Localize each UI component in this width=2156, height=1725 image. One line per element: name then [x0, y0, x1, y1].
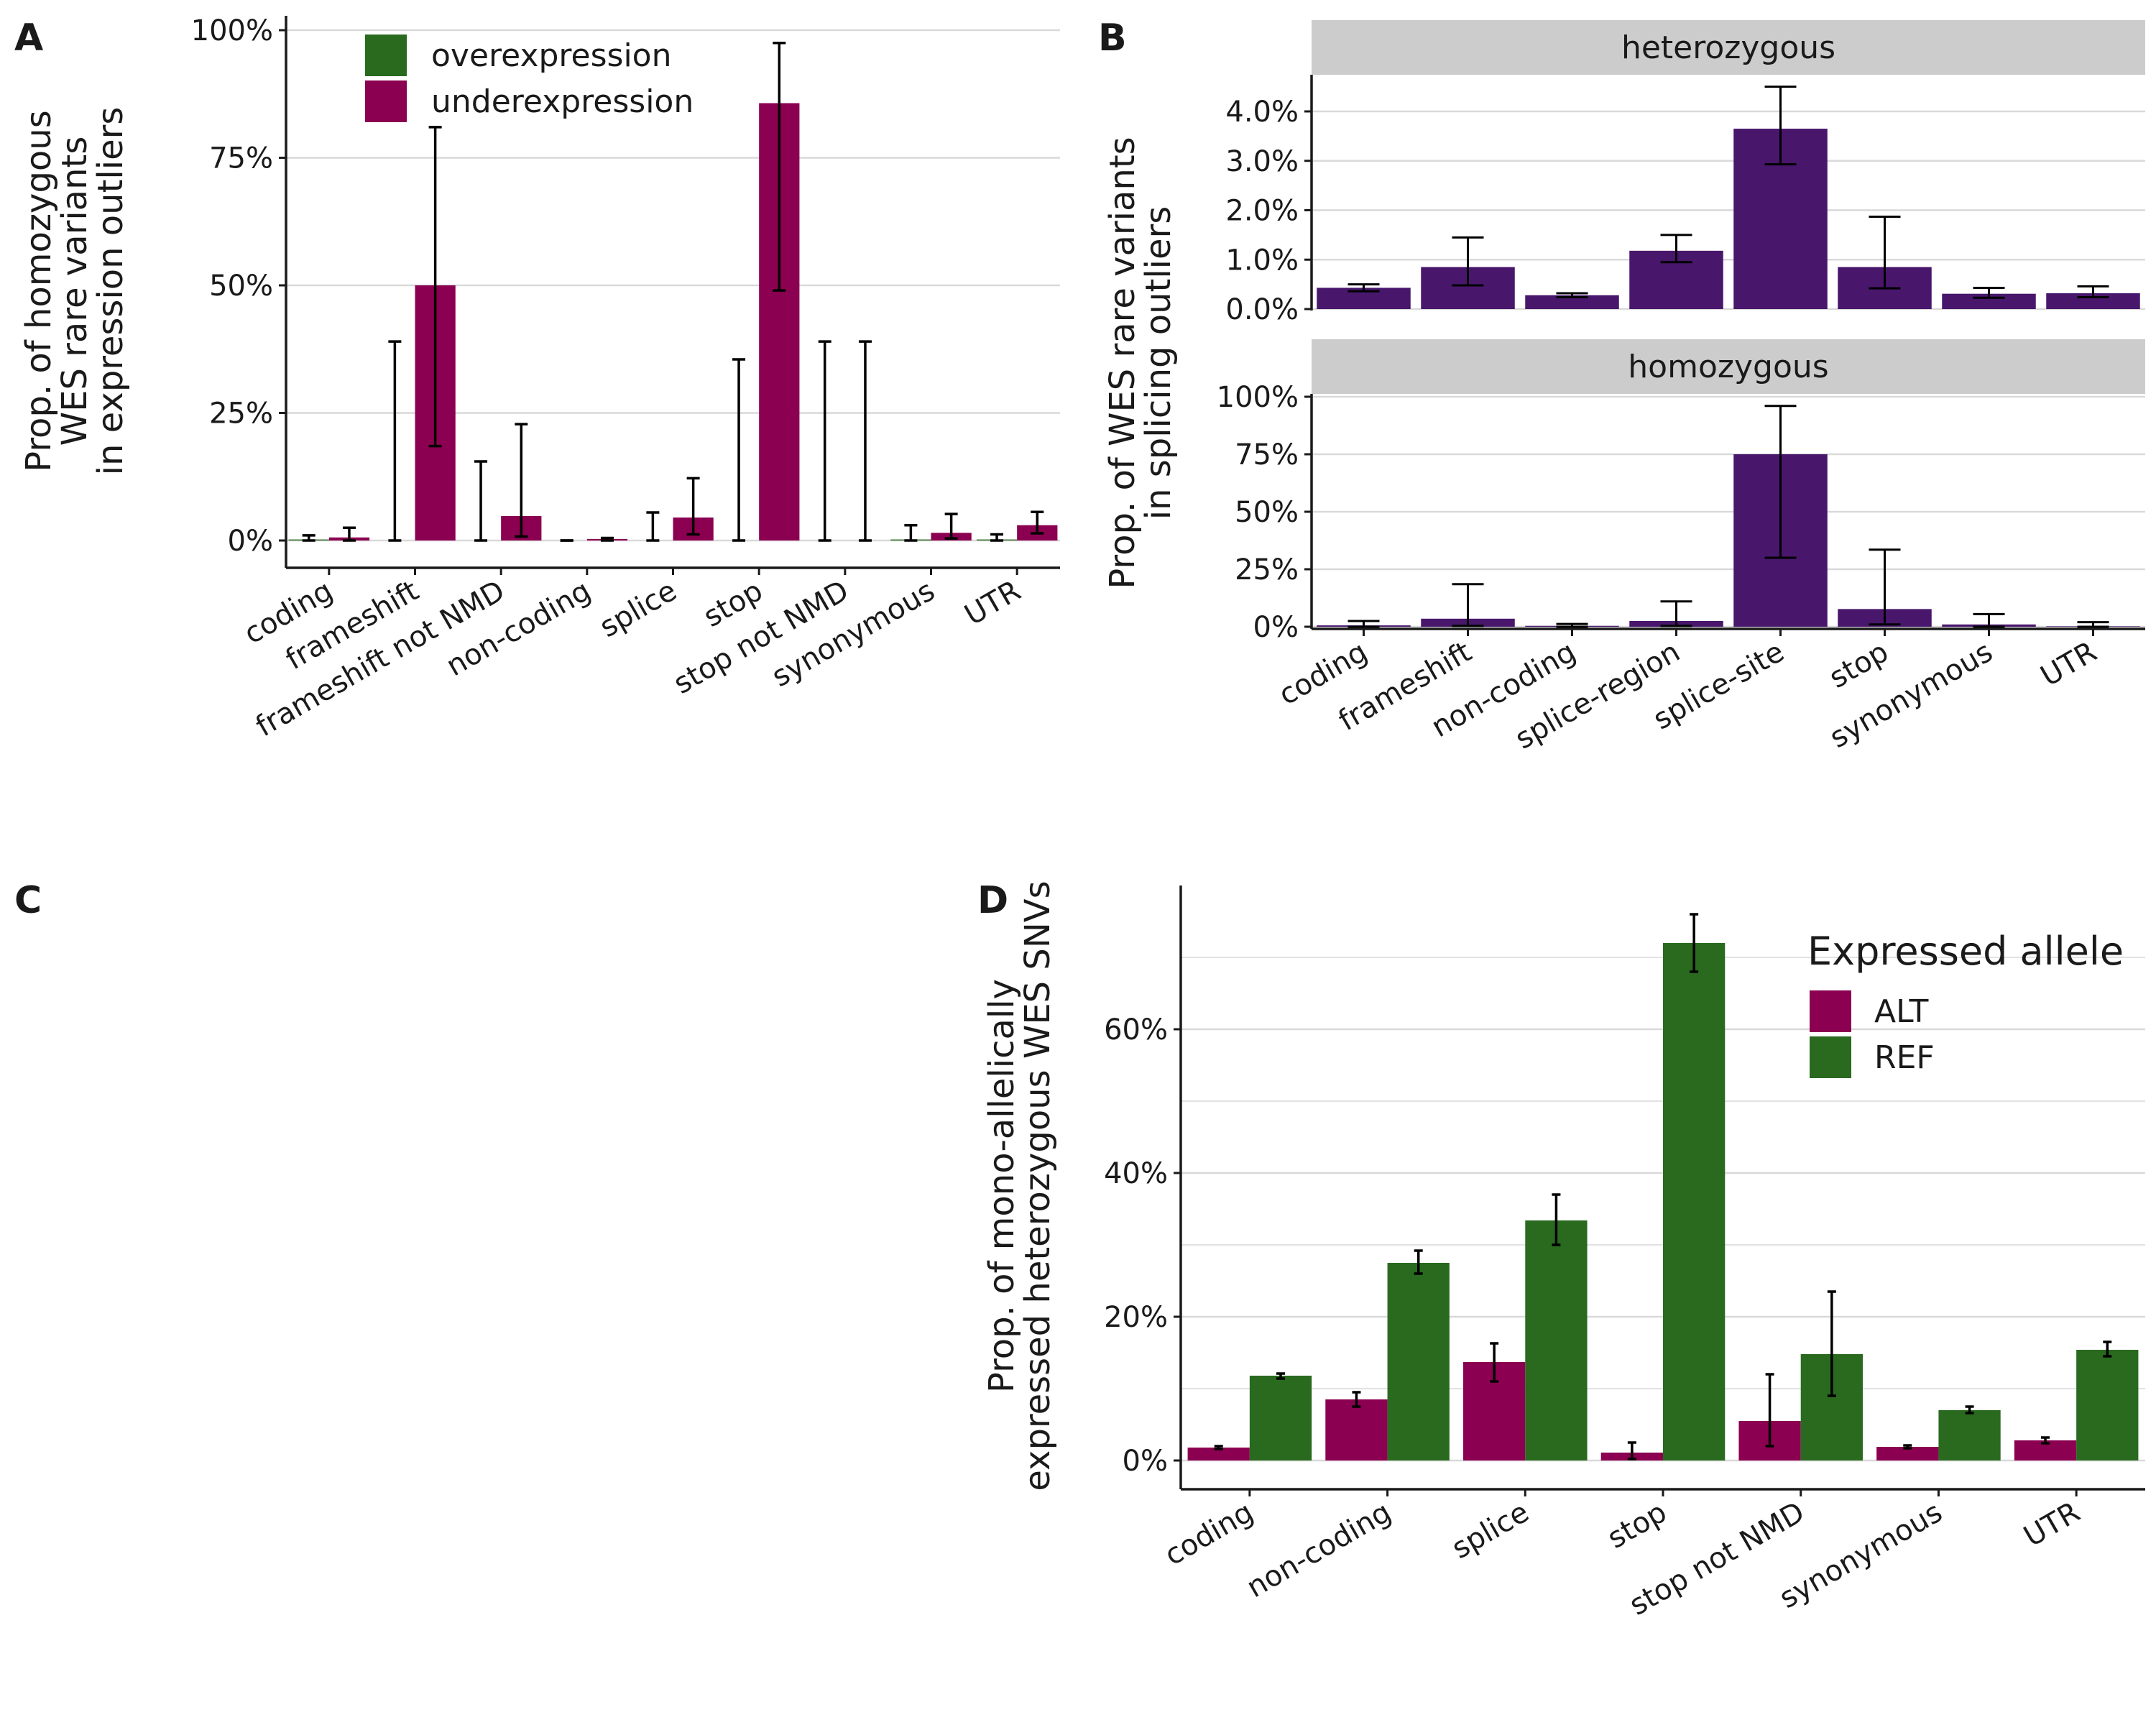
facet-heterozygous: heterozygous 0.0% 1.0% 2.0% 3.0% 4.0% [1225, 20, 2145, 326]
bar-ref-coding [1249, 1376, 1312, 1460]
x-tick-label-utr: UTR [2035, 635, 2103, 694]
panel-tag-c: C [14, 879, 42, 922]
y-axis-label: in expression outliers [91, 107, 131, 476]
legend-label-alt: ALT [1874, 993, 1929, 1030]
facet-strip [1312, 20, 2145, 75]
legend: Expressed allele ALT REF [1807, 929, 2124, 1078]
legend-swatch-alt [1810, 990, 1851, 1032]
y-tick-label: 0% [1123, 1445, 1168, 1478]
x-tick-label-stop: stop [1602, 1496, 1672, 1555]
facet-strip-label: homozygous [1628, 349, 1828, 385]
bar-heterozygous-utr [2046, 293, 2140, 309]
legend-label-ref: REF [1874, 1039, 1935, 1076]
x-tick-label-non-coding: non-coding [1241, 1496, 1396, 1605]
x-tick-label-coding: coding [1159, 1496, 1259, 1573]
y-tick-label: 0% [1253, 611, 1299, 644]
facet-homozygous: homozygous 0% 25% 50% 75% 100% [1217, 339, 2145, 644]
x-tick-label-utr: UTR [959, 574, 1027, 632]
y-tick-label: 100% [1217, 381, 1299, 414]
x-tick-label-splice: splice [1447, 1496, 1535, 1565]
x-tick-label-splice: splice [594, 574, 683, 644]
y-tick-label: 50% [209, 270, 273, 303]
bar-ref-stop [1663, 943, 1726, 1460]
panel-a-expression-outliers-chart: 0%25%50%75%100%codingframeshiftframeshif… [19, 14, 1060, 743]
y-tick-label: 0% [228, 525, 273, 558]
panel-tag-a: A [14, 17, 43, 60]
bar-ref-splice [1525, 1220, 1588, 1460]
y-tick-label: 0.0% [1225, 293, 1299, 326]
facet-strip-label: heterozygous [1621, 29, 1835, 66]
y-axis-label: Prop. of homozygous [19, 110, 59, 472]
y-axis-label: WES rare variants [55, 137, 95, 446]
bar-alt-non-coding [1325, 1399, 1388, 1460]
legend-swatch-overexpression [365, 34, 407, 76]
y-tick-label: 40% [1104, 1157, 1168, 1190]
y-axis-label: expressed heterozygous WES SNVs [1018, 880, 1058, 1491]
panel-b-splicing-outliers-chart: heterozygous 0.0% 1.0% 2.0% 3.0% 4.0% homozygo… [1102, 20, 2145, 756]
legend-title: Expressed allele [1807, 929, 2124, 974]
y-tick-label: 25% [209, 397, 273, 431]
legend-swatch-underexpression [365, 80, 407, 122]
bar-ref-utr [2076, 1350, 2139, 1460]
y-tick-label: 75% [1235, 438, 1299, 472]
panel-tag-b: B [1098, 17, 1127, 60]
y-axis-label: in splicing outliers [1138, 206, 1179, 520]
y-tick-label: 60% [1104, 1013, 1168, 1046]
y-tick-label: 1.0% [1225, 244, 1299, 277]
y-tick-label: 75% [209, 142, 273, 175]
x-tick-label-stop: stop [1824, 635, 1894, 695]
facet-strip [1312, 339, 2145, 394]
bar-ref-synonymous [1938, 1410, 2001, 1460]
y-tick-label: 3.0% [1225, 145, 1299, 178]
legend-label-overexpression: overexpression [431, 37, 672, 74]
bar-alt-synonymous [1876, 1447, 1939, 1460]
y-tick-label: 4.0% [1225, 96, 1299, 129]
y-axis-label: Prop. of WES rare variants [1102, 137, 1143, 589]
legend-swatch-ref [1810, 1036, 1851, 1078]
panel-tag-d: D [977, 879, 1008, 922]
legend-label-underexpression: underexpression [431, 83, 694, 120]
y-tick-label: 2.0% [1225, 195, 1299, 228]
y-tick-label: 100% [191, 14, 273, 47]
bar-ref-non-coding [1387, 1263, 1450, 1460]
bar-heterozygous-synonymous [1942, 293, 2036, 309]
y-tick-label: 50% [1235, 496, 1299, 529]
x-tick-label-utr: UTR [2019, 1496, 2086, 1554]
bar-alt-coding [1187, 1448, 1250, 1460]
y-tick-label: 20% [1104, 1301, 1168, 1334]
y-axis-label: Prop. of mono-allelically [982, 979, 1022, 1393]
legend: overexpression underexpression [365, 34, 694, 122]
bar-heterozygous-non-coding [1525, 295, 1619, 309]
y-tick-label: 25% [1235, 553, 1299, 586]
